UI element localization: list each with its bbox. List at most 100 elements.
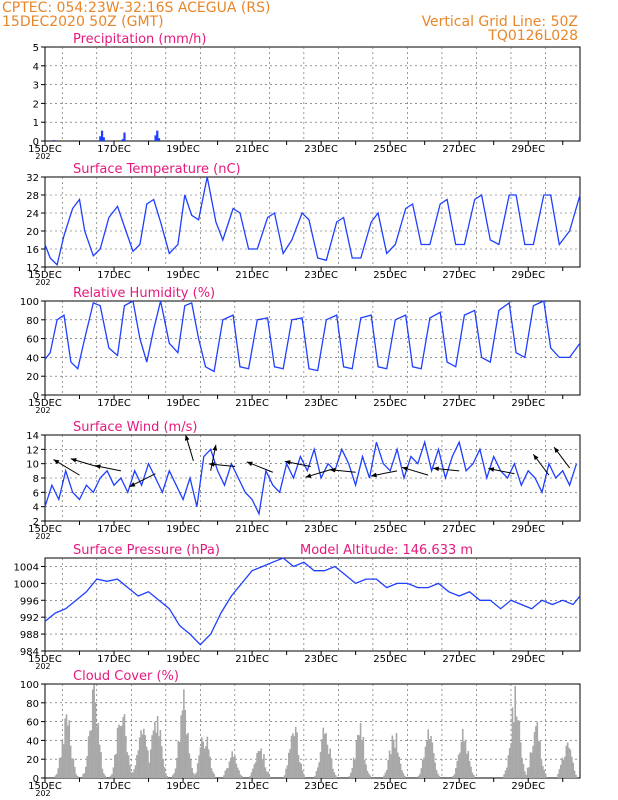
- cloud-cover-bar: [296, 732, 298, 778]
- cloud-cover-bar: [529, 752, 532, 778]
- y-tick-label: 5: [33, 43, 39, 54]
- cloud-cover-bar: [428, 739, 431, 778]
- precip-bar: [52, 140, 55, 141]
- cloud-cover-bar: [188, 753, 191, 778]
- cloud-cover-bar: [259, 751, 261, 778]
- cloud-cover-bar: [504, 770, 507, 778]
- x-tick-label: 17DEC: [97, 524, 131, 535]
- cloud-cover-bar: [432, 753, 435, 778]
- cloud-cover-bar: [89, 730, 91, 778]
- cloud-cover-bar: [165, 773, 167, 778]
- wind-arrow-head: [329, 467, 336, 473]
- cloud-cover-bar: [361, 740, 363, 778]
- x-tick-label: 21DEC: [235, 654, 269, 665]
- x-tick-label: 19DEC: [166, 144, 200, 155]
- cloud-cover-bar: [297, 754, 300, 778]
- cloud-cover-bar: [210, 768, 213, 778]
- cloud-cover-bar: [68, 720, 71, 778]
- cloud-cover-bar: [56, 774, 58, 778]
- y-tick-label: 992: [20, 613, 39, 624]
- cloud-cover-bar: [267, 771, 269, 778]
- cloud-cover-bar: [147, 750, 149, 778]
- cloud-cover-bar: [536, 721, 539, 778]
- panel-title: Surface Wind (m/s): [73, 420, 197, 435]
- cloud-cover-bar: [318, 762, 320, 778]
- cloud-cover-bar: [133, 769, 135, 778]
- cloud-cover-bar: [141, 734, 144, 778]
- cloud-cover-bar: [390, 754, 392, 778]
- cloud-cover-bar: [184, 709, 187, 778]
- cloud-cover-bar: [287, 752, 290, 778]
- cloud-cover-bar: [566, 742, 569, 778]
- cloud-cover-bar: [250, 772, 253, 778]
- y-tick-label: 2: [33, 99, 39, 110]
- x-tick-label: 19DEC: [166, 654, 200, 665]
- cloud-cover-bar: [54, 775, 57, 778]
- cloud-cover-bar: [148, 762, 151, 778]
- cloud-cover-bar: [285, 768, 287, 778]
- cloud-cover-bar: [123, 714, 126, 778]
- x-tick-label: 27DEC: [442, 270, 476, 281]
- cloud-cover-bar: [314, 775, 316, 778]
- cloud-cover-bar: [438, 775, 441, 778]
- panel-title: Relative Humidity (%): [73, 286, 215, 301]
- cloud-cover-bar: [97, 722, 100, 778]
- cloud-cover-bar: [94, 702, 97, 778]
- cloud-cover-bar: [420, 768, 423, 778]
- panel-frame: [44, 300, 581, 396]
- y-tick-label: 40: [26, 736, 39, 747]
- cloud-cover-bar: [230, 757, 232, 778]
- x-tick-label: 23DEC: [304, 781, 338, 792]
- cloud-cover-bar: [399, 763, 402, 778]
- y-tick-label: 4: [33, 62, 39, 73]
- cloud-cover-bar: [363, 760, 366, 778]
- cloud-cover-bar: [231, 751, 233, 778]
- x-tick-label: 25DEC: [373, 270, 407, 281]
- cloud-cover-bar: [104, 775, 106, 778]
- wind-arrow-head: [212, 444, 218, 451]
- cloud-cover-bar: [268, 776, 271, 778]
- cloud-cover-bar: [358, 735, 361, 778]
- cloud-cover-bar: [201, 737, 203, 778]
- cloud-cover-bar: [290, 735, 293, 778]
- precip-bar: [121, 139, 124, 141]
- cloud-cover-bar: [507, 755, 510, 778]
- y-tick-label: 80: [26, 316, 39, 327]
- x-tick-label-stub: 202: [35, 789, 50, 798]
- cloud-cover-bar: [254, 762, 257, 778]
- cloud-cover-bar: [62, 744, 65, 778]
- x-tick-label: 21DEC: [235, 270, 269, 281]
- cloud-cover-bar: [424, 746, 427, 778]
- wind-arrow-head: [402, 466, 409, 472]
- cloud-cover-bar: [519, 742, 522, 778]
- header-grid-line: Vertical Grid Line: 50Z: [421, 14, 578, 30]
- cloud-cover-bar: [569, 749, 572, 778]
- panel-frame: [44, 683, 581, 779]
- precip-bar: [157, 138, 161, 141]
- wind-arrow-head: [533, 454, 539, 461]
- x-tick-label: 29DEC: [511, 781, 545, 792]
- cloud-cover-bar: [568, 748, 570, 778]
- x-tick-label: 27DEC: [442, 781, 476, 792]
- cloud-cover-bar: [397, 752, 399, 778]
- y-tick-label: 0: [33, 774, 39, 785]
- cloud-cover-bar: [145, 746, 148, 778]
- cloud-cover-bar: [196, 763, 199, 778]
- cloud-cover-bar: [116, 727, 119, 778]
- cloud-cover-bar: [253, 764, 256, 778]
- cloud-cover-bar: [82, 774, 84, 778]
- cloud-cover-bar: [71, 758, 73, 778]
- cloud-cover-bar: [402, 773, 405, 778]
- y-tick-label: 24: [26, 209, 39, 220]
- x-tick-label: 27DEC: [442, 524, 476, 535]
- cloud-cover-bar: [158, 736, 160, 778]
- x-tick-label: 23DEC: [304, 270, 338, 281]
- y-tick-label: 12: [26, 263, 39, 274]
- cloud-cover-bar: [564, 756, 566, 778]
- cloud-cover-bar: [323, 734, 326, 778]
- cloud-cover-bar: [173, 773, 175, 778]
- y-tick-label: 984: [20, 647, 39, 658]
- cloud-cover-bar: [101, 768, 104, 778]
- x-tick-label: 23DEC: [304, 654, 338, 665]
